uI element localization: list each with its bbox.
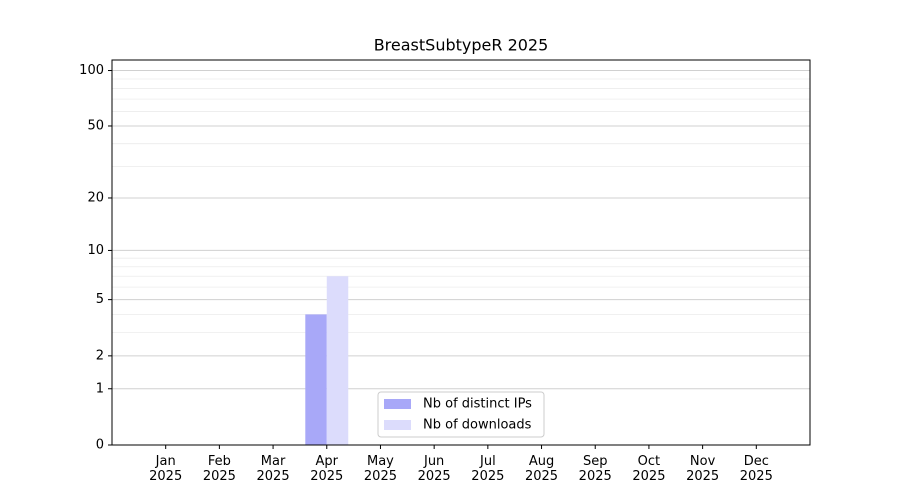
x-tick-label: Jun 2025 bbox=[417, 454, 451, 484]
y-tick-label: 10 bbox=[87, 243, 104, 258]
chart-title: BreastSubtypeR 2025 bbox=[374, 36, 549, 55]
x-tick-label: May 2025 bbox=[363, 454, 397, 484]
y-tick-label: 2 bbox=[96, 348, 104, 363]
bar bbox=[326, 276, 349, 445]
x-tick-label: Sep 2025 bbox=[578, 454, 612, 484]
legend-swatch bbox=[384, 420, 411, 430]
legend-swatch bbox=[384, 399, 411, 409]
legend-label: Nb of downloads bbox=[423, 418, 532, 433]
x-tick-label: Apr 2025 bbox=[310, 454, 344, 484]
x-tick-label: Feb 2025 bbox=[202, 454, 236, 484]
y-tick-label: 100 bbox=[79, 63, 104, 78]
y-tick-label: 50 bbox=[87, 118, 104, 133]
y-tick-label: 0 bbox=[96, 438, 104, 453]
bar bbox=[305, 314, 327, 445]
y-tick-label: 5 bbox=[96, 292, 104, 307]
x-tick-label: Dec 2025 bbox=[739, 454, 773, 484]
y-tick-label: 1 bbox=[96, 381, 104, 396]
x-tick-label: Mar 2025 bbox=[256, 454, 290, 484]
x-tick-label: Jul 2025 bbox=[471, 454, 505, 484]
legend-label: Nb of distinct IPs bbox=[423, 397, 532, 412]
x-tick-label: Oct 2025 bbox=[632, 454, 666, 484]
plot-frame bbox=[111, 59, 811, 446]
x-tick-label: Aug 2025 bbox=[524, 454, 559, 484]
x-tick-label: Jan 2025 bbox=[149, 454, 183, 484]
x-tick-label: Nov 2025 bbox=[686, 454, 720, 484]
y-tick-label: 20 bbox=[87, 190, 104, 205]
legend-box bbox=[377, 391, 545, 438]
